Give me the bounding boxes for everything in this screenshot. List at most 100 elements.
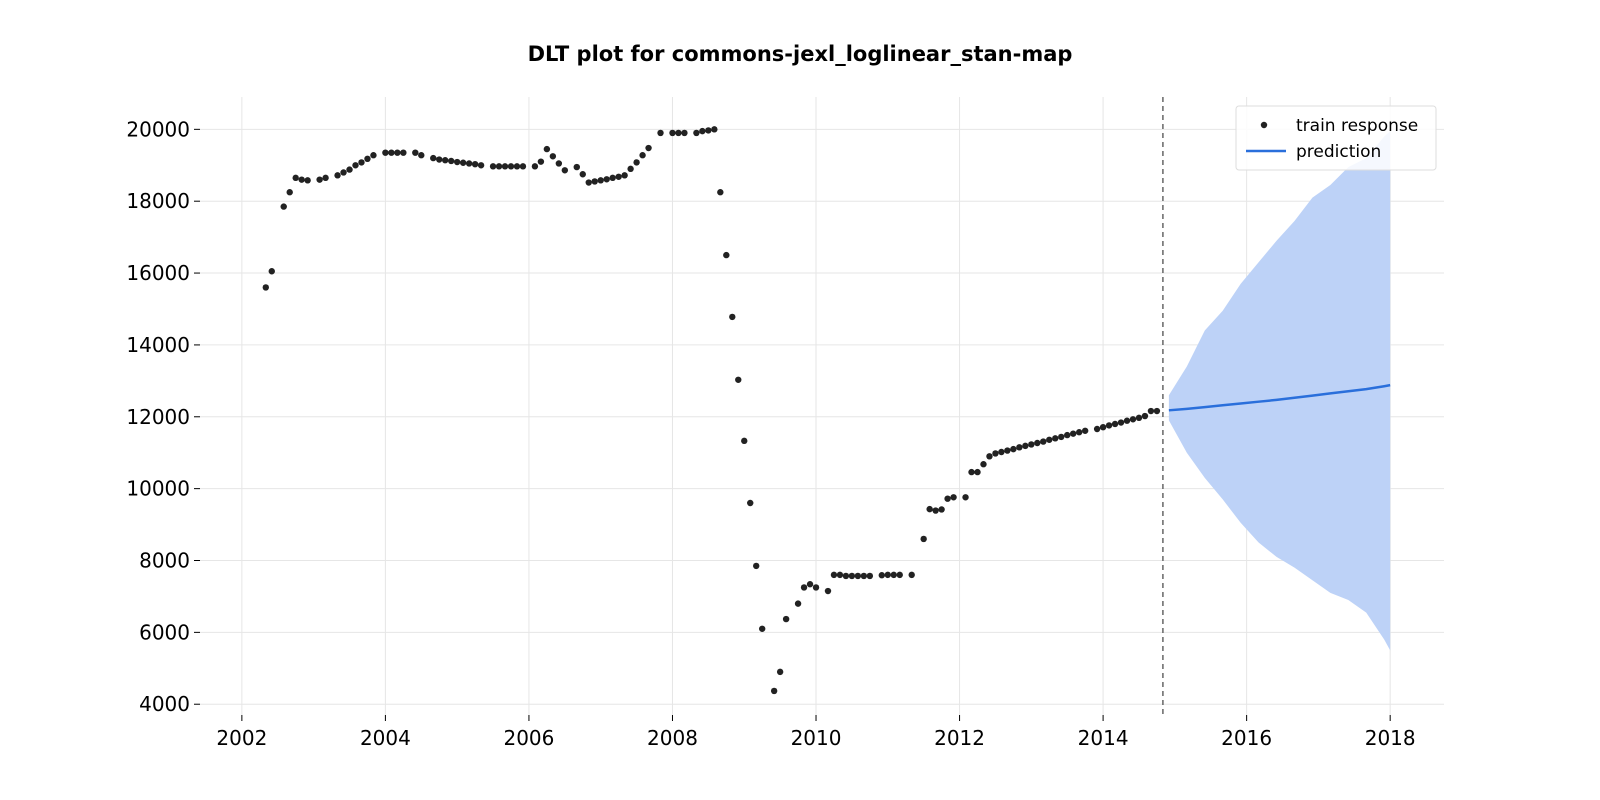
train-response-point [1034,439,1041,447]
train-response-point [501,163,509,170]
train-response-point [436,156,443,163]
train-response-point [836,571,844,579]
train-response-point [1004,447,1011,454]
train-response-point [603,176,610,183]
train-response-point [866,572,874,580]
train-response-point [980,461,987,468]
train-response-point [824,587,832,595]
train-response-point [543,145,551,153]
train-response-point [950,494,957,501]
y-tick-label: 12000 [126,405,190,429]
train-response-point [495,163,503,170]
train-response-point [974,468,981,476]
x-tick-label: 2004 [360,726,411,750]
train-response-point [938,506,945,513]
train-response-point [280,203,287,210]
train-response-point [735,376,742,383]
train-response-point [908,571,915,579]
legend-train-marker [1260,121,1268,129]
train-response-point [322,174,329,182]
x-tick-label: 2012 [934,726,985,750]
train-response-point [1123,417,1131,424]
x-tick-label: 2002 [216,726,267,750]
train-response-point [968,468,975,476]
train-response-point [753,562,760,570]
train-response-point [531,163,539,170]
train-response-point [615,173,622,180]
train-response-point [609,174,616,182]
train-response-point [645,144,652,152]
train-response-point [806,581,814,588]
train-response-point [358,159,365,166]
train-response-point [579,171,586,178]
train-response-point [896,571,903,579]
train-response-point [920,535,927,543]
train-response-point [430,154,437,162]
train-response-point [477,162,485,169]
train-response-point [1129,416,1137,423]
x-tick-label: 2016 [1221,726,1272,750]
train-response-point [1117,419,1125,426]
train-response-point [944,495,951,502]
train-response-point [1099,423,1107,431]
y-tick-label: 18000 [126,189,190,213]
x-tick-label: 2006 [503,726,554,750]
train-response-point [1153,407,1161,415]
train-response-point [442,157,449,164]
train-response-point [669,129,676,137]
train-response-point [489,163,497,170]
train-response-point [1105,422,1113,429]
train-response-point [1069,430,1077,437]
train-response-point [453,158,461,166]
train-response-point [992,450,999,457]
train-response-point [1141,412,1149,420]
train-response-point [1052,435,1059,442]
train-response-point [776,668,784,676]
prediction-band-area [1168,131,1391,651]
x-tick-label: 2008 [647,726,698,750]
prediction-line [1168,383,1391,412]
train-response-point [1081,427,1089,434]
train-response-point [747,499,754,507]
train-response-point [585,179,592,186]
train-response-point [352,162,359,169]
train-response-point [729,313,736,321]
train-response-point [286,189,293,196]
train-response-point [262,284,269,291]
train-response-point [1064,431,1071,439]
train-response-point [340,169,347,176]
train-response-point [693,129,700,137]
train-response-point [561,167,569,174]
train-response-point [1040,438,1047,445]
train-response-point [932,507,939,514]
train-response-point [298,176,305,183]
train-response-point [627,165,634,173]
train-response-point [681,129,688,137]
y-tick-label: 10000 [126,477,190,501]
train-response-point [471,160,479,168]
train-response-point [848,572,856,580]
legend-box [1235,105,1437,171]
train-response-point [382,149,389,156]
train-response-point [675,129,682,137]
train-response-point [1010,445,1017,453]
train-response-point [890,571,897,579]
train-response-point [657,129,664,137]
prediction-line-group [1168,383,1391,412]
train-response-point [268,268,275,275]
train-response-point [782,615,790,623]
train-response-point [962,494,969,501]
train-response-point [884,571,891,579]
y-tick-label: 8000 [139,549,190,573]
legend-prediction-label: prediction [1296,142,1381,162]
y-tick-label: 6000 [139,620,190,644]
train-response-point [1028,441,1035,448]
train-response-point [555,160,563,167]
train-response-point [705,127,712,134]
train-response-point [717,189,724,196]
train-response-point [316,176,323,183]
train-response-point [549,153,557,160]
train-response-point [400,149,407,156]
train-response-point [459,159,467,166]
